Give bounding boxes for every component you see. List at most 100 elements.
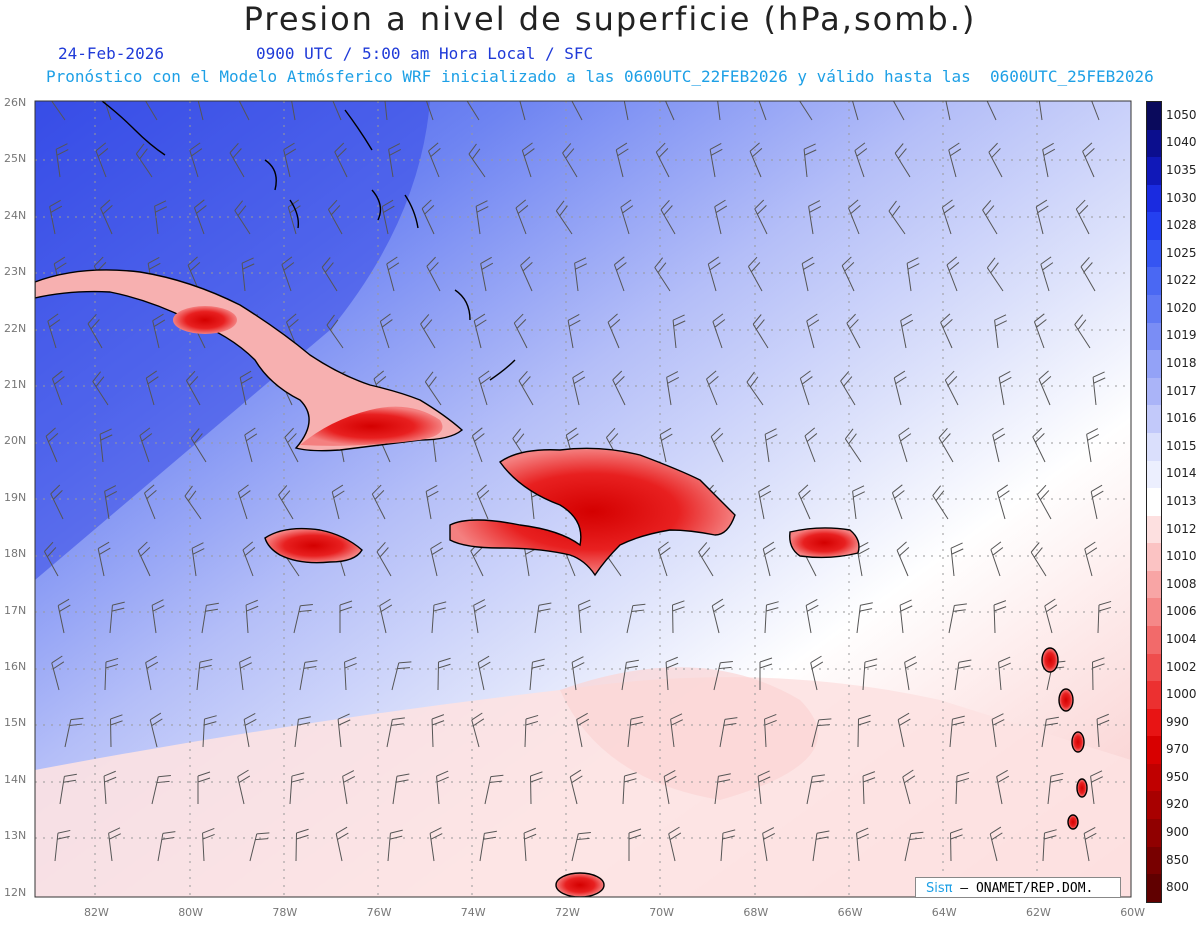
wind-barb <box>520 256 533 292</box>
wind-barb <box>151 775 171 805</box>
colorbar-label: 1018 <box>1166 356 1197 371</box>
colorbar-segment <box>1147 763 1161 792</box>
wind-barb <box>1086 428 1100 463</box>
wind-barb <box>57 598 71 634</box>
wind-barb <box>707 256 721 292</box>
lat-label: 18N <box>4 547 27 561</box>
lat-label: 23N <box>4 265 27 279</box>
wind-barb <box>988 142 1003 178</box>
colorbar-segment <box>1147 570 1161 599</box>
wind-barb <box>477 655 491 691</box>
wind-barb <box>1038 370 1052 406</box>
wind-barb <box>249 832 270 862</box>
wind-barb <box>473 599 487 634</box>
colorbar-label: 850 <box>1166 852 1189 867</box>
wind-barb <box>386 256 400 292</box>
wind-barb <box>902 769 916 805</box>
low-pressure-core <box>560 667 818 800</box>
lat-label: 12N <box>4 885 27 899</box>
wind-barb <box>849 101 859 121</box>
wind-barb <box>841 256 855 292</box>
wind-barb <box>1097 600 1112 634</box>
wind-barb <box>950 828 963 862</box>
wind-barb <box>672 600 685 634</box>
wind-barb <box>1088 101 1100 121</box>
colorbar-label: 1004 <box>1166 631 1197 646</box>
wind-barb <box>627 715 644 748</box>
wind-barb <box>426 256 441 292</box>
wind-barb <box>484 774 504 805</box>
colorbar-label: 1030 <box>1166 190 1197 205</box>
wind-barb <box>578 599 591 634</box>
wind-barb <box>944 370 959 406</box>
wind-barb <box>48 101 66 121</box>
map-frame <box>34 100 1132 898</box>
wind-barb <box>904 656 918 691</box>
wind-barb <box>943 101 951 121</box>
wind-barb <box>857 714 871 748</box>
wind-barb <box>334 142 348 178</box>
wind-barb <box>569 769 583 805</box>
wind-barb <box>982 200 998 235</box>
wind-barb <box>103 770 117 805</box>
wind-barb <box>431 714 445 748</box>
wind-barb <box>64 717 84 748</box>
wind-barb <box>517 101 526 121</box>
wind-barb <box>424 371 442 406</box>
wind-barb <box>1084 541 1098 577</box>
wind-barb <box>335 826 349 862</box>
lon-label: 82W <box>84 906 109 919</box>
wind-barb <box>796 101 813 121</box>
wind-barb <box>862 658 878 691</box>
wind-barb <box>229 142 245 178</box>
wind-barb <box>283 142 297 178</box>
wind-barb <box>710 427 724 463</box>
colorbar <box>1146 101 1162 903</box>
lon-label: 78W <box>272 906 298 919</box>
lesser-antilles-4 <box>1076 778 1088 798</box>
wind-barb <box>1083 826 1097 862</box>
colorbar-segment <box>1147 708 1161 737</box>
wind-barb <box>1075 199 1090 235</box>
colorbar-segment <box>1147 460 1161 489</box>
wind-barb <box>665 656 679 691</box>
colorbar-segment <box>1147 846 1161 875</box>
colorbar-label: 1020 <box>1166 300 1197 315</box>
lon-label: 80W <box>178 906 204 919</box>
wind-barb <box>803 143 817 178</box>
wind-barb <box>391 661 412 691</box>
wind-barb <box>698 542 714 577</box>
bahamas <box>264 109 516 381</box>
lat-label: 19N <box>4 490 27 504</box>
wind-barb <box>904 831 924 862</box>
colorbar-segment <box>1147 405 1161 433</box>
wind-barb <box>337 713 351 748</box>
wind-barb <box>752 314 769 349</box>
wind-barb <box>104 485 118 520</box>
lon-label: 74W <box>460 906 486 919</box>
wind-barb <box>571 656 585 691</box>
wind-barb <box>950 542 964 577</box>
wind-barb <box>801 256 815 292</box>
wind-barb <box>572 370 586 406</box>
wind-barb <box>1030 542 1047 577</box>
wind-barb <box>154 200 167 235</box>
lat-label: 24N <box>4 208 27 222</box>
wind-barb <box>327 199 343 235</box>
wind-barb <box>293 604 313 634</box>
wind-barb <box>983 101 997 121</box>
wind-barb <box>243 712 257 748</box>
wind-barb <box>108 827 121 862</box>
wind-barb <box>157 831 176 862</box>
wind-barb <box>423 101 434 121</box>
wind-barb <box>425 484 439 520</box>
colorbar-label: 1010 <box>1166 549 1197 564</box>
wind-barb <box>940 313 953 349</box>
colorbar-segment <box>1147 819 1161 847</box>
wind-barb <box>299 660 318 691</box>
wind-barb <box>571 832 591 862</box>
cuba-red-core <box>300 406 443 446</box>
wind-barb <box>1042 829 1057 862</box>
wind-barb <box>295 828 309 862</box>
wind-barb <box>844 428 862 463</box>
